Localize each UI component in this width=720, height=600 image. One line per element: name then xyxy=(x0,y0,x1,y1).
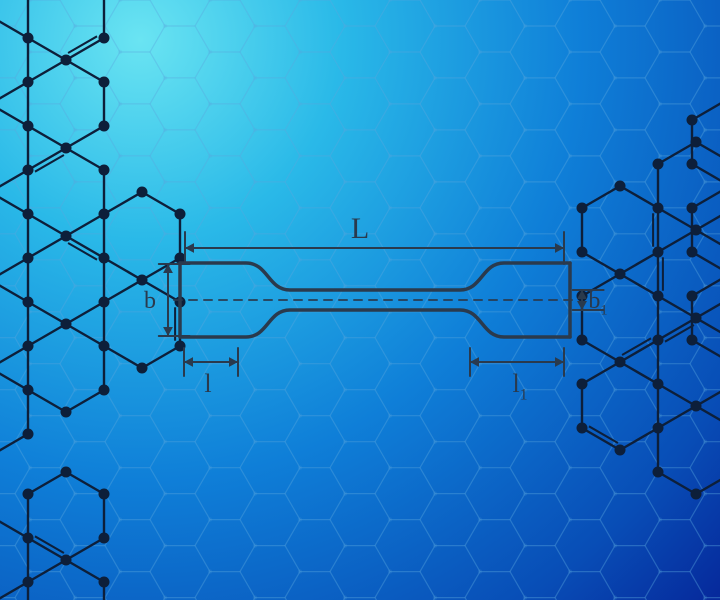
diagram-canvas: Lbll1b1 xyxy=(0,0,720,600)
dim-label: L xyxy=(351,212,369,245)
dim-label: l xyxy=(204,369,211,398)
dim-label: b xyxy=(144,288,156,314)
